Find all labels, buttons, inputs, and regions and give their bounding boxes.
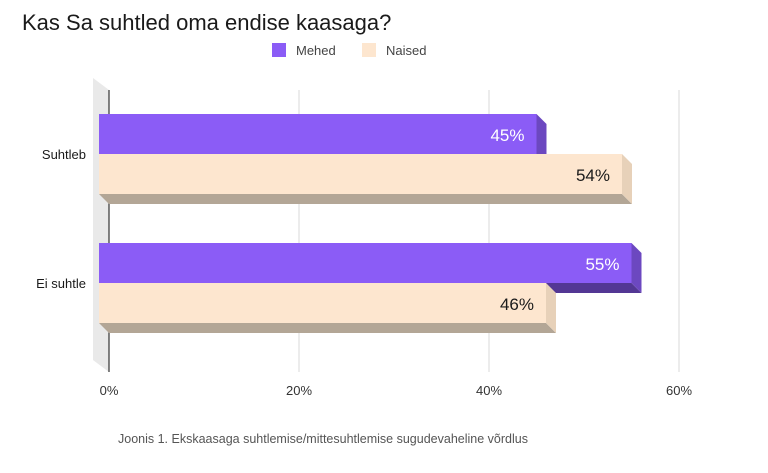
bar-mehed-suhtleb (99, 114, 537, 154)
bar-side-face (622, 154, 632, 204)
bar-naised-ei-suhtle (99, 283, 546, 323)
plot-area: 45% 54% 55% 46% (93, 78, 680, 372)
x-tick-label: 20% (286, 383, 312, 398)
x-tick-label: 0% (100, 383, 119, 398)
x-axis: 0% 20% 40% 60% (100, 383, 693, 398)
legend-swatch (272, 43, 286, 57)
bar-mehed-ei-suhtle (99, 243, 632, 283)
bar-side-face (546, 283, 556, 333)
x-tick-label: 40% (476, 383, 502, 398)
bar-side-face (631, 243, 642, 293)
data-label: 45% (490, 126, 524, 145)
data-label: 46% (500, 295, 534, 314)
y-axis: Suhtleb Ei suhtle (36, 147, 86, 291)
bar-bottom-face (99, 194, 632, 204)
bar-side-face (536, 114, 547, 164)
legend-label: Naised (386, 43, 426, 58)
bar-naised-suhtleb (99, 154, 622, 194)
chart-title: Kas Sa suhtled oma endise kaasaga? (22, 10, 391, 35)
data-label: 54% (576, 166, 610, 185)
category-label: Suhtleb (42, 147, 86, 162)
legend: Mehed Naised (272, 43, 426, 58)
legend-swatch (362, 43, 376, 57)
bar-bottom-face (99, 323, 556, 333)
data-label: 55% (585, 255, 619, 274)
figure-caption: Joonis 1. Ekskaasaga suhtlemise/mittesuh… (118, 432, 528, 446)
category-label: Ei suhtle (36, 276, 86, 291)
x-tick-label: 60% (666, 383, 692, 398)
legend-label: Mehed (296, 43, 336, 58)
